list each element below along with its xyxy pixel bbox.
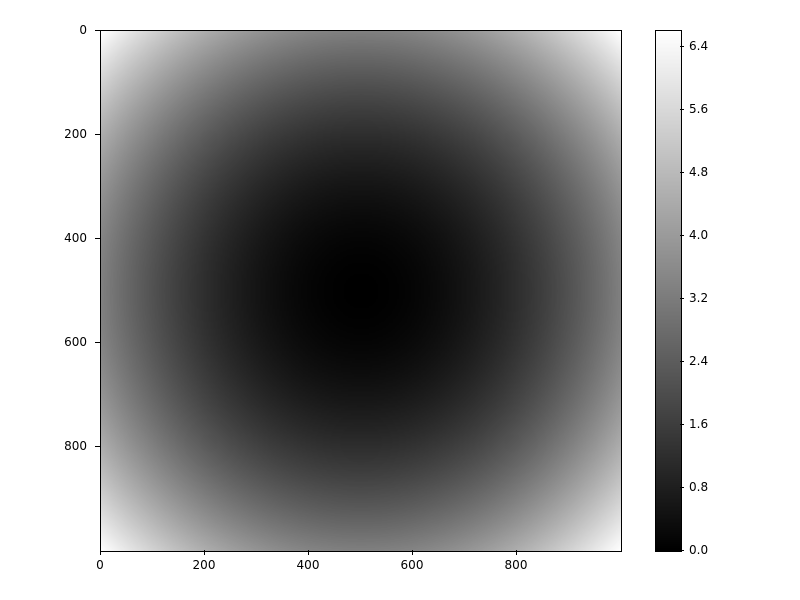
colorbar-tick-label: 3.2 [689, 291, 708, 305]
colorbar-tick-label: 5.6 [689, 102, 708, 116]
x-tick-label: 200 [193, 558, 216, 572]
x-tick [100, 550, 101, 555]
colorbar-tick-label: 0.8 [689, 480, 708, 494]
colorbar-tick-label: 2.4 [689, 354, 708, 368]
colorbar-tick-label: 1.6 [689, 417, 708, 431]
colorbar-tick [680, 550, 684, 551]
figure: 0 200 400 600 800 0 200 400 600 800 0.0 0.8 1.6 2.4 3.… [0, 0, 800, 600]
colorbar-tick-label: 4.0 [689, 228, 708, 242]
colorbar-tick-label: 0.0 [689, 543, 708, 557]
y-tick [95, 342, 100, 343]
colorbar-tick [680, 298, 684, 299]
y-tick-label: 800 [64, 439, 87, 453]
colorbar-tick [680, 487, 684, 488]
colorbar-tick-label: 6.4 [689, 39, 708, 53]
y-tick-label: 600 [64, 335, 87, 349]
colorbar-tick [680, 424, 684, 425]
colorbar-tick [680, 235, 684, 236]
x-tick [516, 550, 517, 555]
colorbar-canvas [656, 31, 681, 551]
colorbar [655, 30, 682, 552]
y-tick [95, 446, 100, 447]
y-tick-label: 200 [64, 127, 87, 141]
y-tick [95, 134, 100, 135]
x-tick [308, 550, 309, 555]
x-tick-label: 800 [505, 558, 528, 572]
x-tick [204, 550, 205, 555]
colorbar-tick [680, 109, 684, 110]
heatmap-canvas [101, 31, 621, 551]
colorbar-tick [680, 46, 684, 47]
x-tick-label: 400 [297, 558, 320, 572]
y-tick-label: 400 [64, 231, 87, 245]
colorbar-tick [680, 172, 684, 173]
y-tick-label: 0 [79, 23, 87, 37]
y-tick [95, 30, 100, 31]
y-tick [95, 238, 100, 239]
x-tick-label: 0 [96, 558, 104, 572]
colorbar-tick [680, 361, 684, 362]
heatmap-plot-area [100, 30, 622, 552]
x-tick-label: 600 [401, 558, 424, 572]
colorbar-tick-label: 4.8 [689, 165, 708, 179]
x-tick [412, 550, 413, 555]
